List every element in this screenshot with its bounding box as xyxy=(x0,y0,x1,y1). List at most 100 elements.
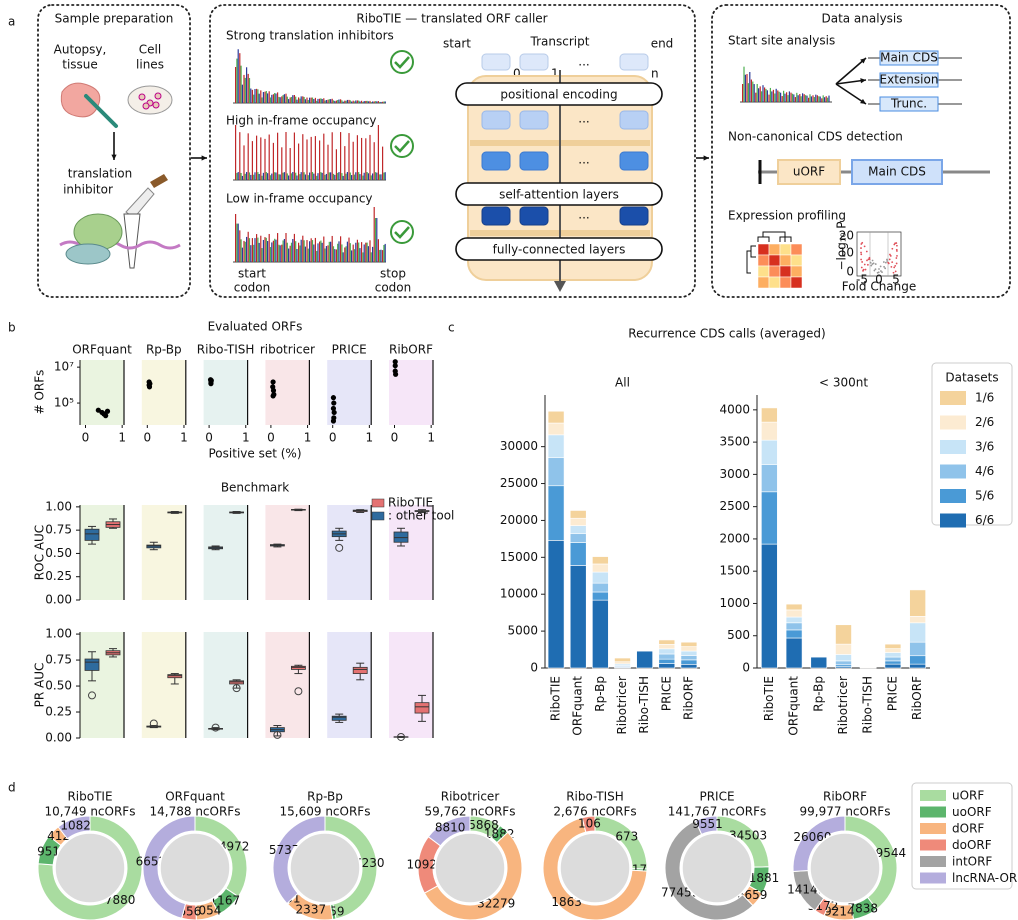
embedding xyxy=(619,110,649,130)
profile-bar xyxy=(358,100,360,103)
volcano-dot xyxy=(879,270,882,272)
volcano-dot xyxy=(871,259,874,262)
profile-bar xyxy=(290,242,293,262)
profile-bar xyxy=(380,101,382,103)
profile-bar xyxy=(261,248,263,262)
profile-bar xyxy=(765,88,767,102)
panel-label: b xyxy=(8,321,16,335)
box xyxy=(167,674,183,679)
legend-swatch xyxy=(920,790,946,801)
bar-segment xyxy=(592,556,609,565)
profile-bar xyxy=(298,242,300,262)
box xyxy=(414,702,430,714)
heat-cell xyxy=(779,276,792,289)
x-tick-label: 0 xyxy=(143,431,151,445)
profile-bar xyxy=(240,172,242,180)
profile-bar xyxy=(296,248,298,262)
volcano-dot xyxy=(895,242,898,244)
profile-bar xyxy=(818,96,820,102)
y-tick-label: 1.00 xyxy=(45,627,72,641)
heat-cell xyxy=(779,243,792,256)
profile-bar xyxy=(345,100,347,103)
donut-slice xyxy=(664,820,754,920)
profile-bar xyxy=(356,100,358,103)
profile-bar xyxy=(771,91,773,102)
profile-bar xyxy=(791,93,793,102)
profile-bar xyxy=(756,83,758,102)
profile-bar xyxy=(261,97,263,103)
profile-bar xyxy=(277,92,279,103)
profile-bar xyxy=(304,174,306,180)
volcano-dot xyxy=(890,266,893,268)
profile-bar xyxy=(239,230,241,262)
profile-bar xyxy=(827,97,829,102)
profile-bar xyxy=(247,73,249,103)
profile-bar xyxy=(744,74,746,102)
donut-slice xyxy=(423,831,523,920)
x-tick-label: 1 xyxy=(304,431,312,445)
y-tick-label: 0.75 xyxy=(45,523,72,537)
profile-bar xyxy=(320,172,322,180)
volcano-dot xyxy=(860,266,863,269)
check-mark xyxy=(394,56,410,69)
bar-segment xyxy=(658,663,676,669)
profile-bar xyxy=(243,145,245,180)
profile-bar xyxy=(363,100,365,103)
legend-label: 6/6 xyxy=(975,513,994,527)
profile-bar xyxy=(775,88,777,102)
arrow-head xyxy=(201,155,207,161)
embedding xyxy=(519,206,549,226)
x-tick-label: 1 xyxy=(180,431,188,445)
profile-bar xyxy=(344,100,346,103)
volcano-dot xyxy=(873,269,876,272)
profile-bar xyxy=(325,246,327,262)
y-tick-label: 20000 xyxy=(500,513,538,527)
x-tick-label: RiboTIE xyxy=(549,676,563,721)
box-title: Sample preparation xyxy=(55,12,174,26)
profile-bar xyxy=(323,236,325,262)
donut-slice xyxy=(792,815,846,873)
volcano-dot xyxy=(881,271,883,274)
volcano-dot xyxy=(865,250,868,253)
profile-bar xyxy=(260,137,262,180)
profile-bar xyxy=(311,172,314,180)
panel-background xyxy=(141,360,186,425)
profile-bar xyxy=(237,49,239,103)
profile-bar xyxy=(377,101,379,103)
legend-label: 2/6 xyxy=(975,415,994,429)
donut-inner xyxy=(159,832,231,904)
box xyxy=(84,658,100,671)
label: High in-frame occupancy xyxy=(226,114,376,128)
heat-cell xyxy=(768,254,781,267)
profile-bar xyxy=(803,94,805,102)
profile-bar xyxy=(290,96,293,103)
profile-bar xyxy=(282,240,284,262)
profile-bar xyxy=(327,99,329,103)
volcano-dot xyxy=(886,258,888,261)
bar-segment xyxy=(884,656,902,662)
cell xyxy=(138,93,146,101)
profile-bar xyxy=(359,101,361,103)
profile-bar xyxy=(812,95,814,102)
profile-bar xyxy=(774,93,776,102)
panel-label: c xyxy=(448,321,455,335)
subscript: n xyxy=(651,67,659,81)
bar-segment xyxy=(909,622,926,643)
profile-bar xyxy=(362,252,364,262)
heat-cell xyxy=(757,265,770,278)
profile-bar xyxy=(345,246,347,262)
profile-bar xyxy=(379,174,381,180)
bar-segment xyxy=(614,661,631,665)
profile-bar xyxy=(353,249,356,262)
profile-bar xyxy=(300,239,302,262)
bar-segment xyxy=(835,643,852,655)
label: translation xyxy=(68,167,133,181)
profile-bar xyxy=(271,173,273,180)
donut-title: PRICE xyxy=(699,790,734,804)
x-tick-label: Ribo-TISH xyxy=(637,676,651,734)
profile-bar xyxy=(784,93,786,102)
scalpel xyxy=(84,94,118,128)
outlier xyxy=(88,691,96,700)
profile-bar xyxy=(310,136,312,180)
check-circle xyxy=(390,134,414,158)
